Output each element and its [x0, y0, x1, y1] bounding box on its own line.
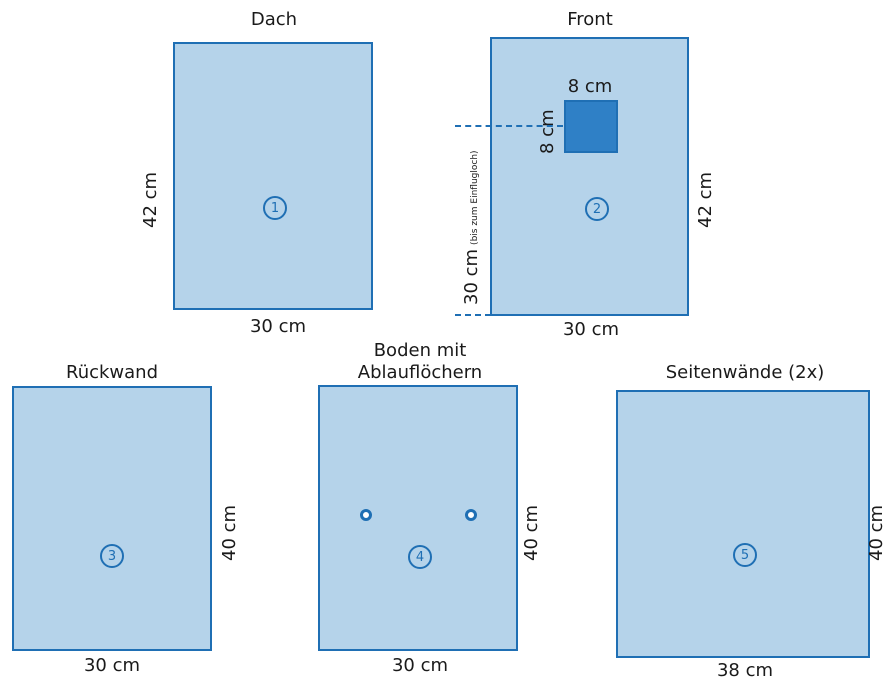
drain-hole-right — [465, 509, 477, 521]
front-width-label: 30 cm — [562, 319, 620, 340]
hole-distance-value: 30 cm — [461, 248, 482, 305]
front-number-badge: 2 — [585, 197, 609, 221]
drain-hole-left — [360, 509, 372, 521]
seitenwaende-panel: 5 — [616, 390, 870, 658]
seitenwaende-width-label: 38 cm — [716, 660, 774, 681]
boden-height-label: 40 cm — [521, 504, 542, 561]
entry-hole-height-label: 8 cm — [537, 109, 558, 154]
boden-title-line2: Ablauflöchern — [357, 361, 483, 383]
entry-hole-width-label: 8 cm — [567, 76, 613, 97]
boden-width-label: 30 cm — [391, 655, 449, 676]
rueckwand-panel: 3 — [12, 386, 212, 651]
dach-title: Dach — [250, 9, 298, 30]
boden-title-line1: Boden mit — [373, 340, 467, 361]
dach-number-badge: 1 — [263, 196, 287, 220]
dach-width-label: 30 cm — [249, 316, 307, 337]
boden-panel: 4 — [318, 385, 518, 651]
seitenwaende-title: Seitenwände (2x) — [665, 362, 825, 383]
hole-distance-note: (bis zum Einflugloch) — [470, 150, 480, 245]
front-panel: 2 — [490, 37, 689, 316]
boden-title: Boden mit Ablauflöchern — [358, 340, 482, 383]
rueckwand-width-label: 30 cm — [83, 655, 141, 676]
bottom-dashed-guide — [455, 314, 491, 316]
entry-hole — [564, 100, 618, 153]
rueckwand-height-label: 40 cm — [219, 504, 240, 561]
seitenwaende-height-label: 40 cm — [866, 504, 887, 561]
rueckwand-title: Rückwand — [65, 362, 159, 383]
dach-height-label: 42 cm — [140, 171, 161, 228]
front-title: Front — [567, 9, 613, 30]
front-height-label: 42 cm — [695, 171, 716, 228]
hole-distance-label: 30 cm (bis zum Einflugloch) — [461, 150, 482, 305]
dach-panel: 1 — [173, 42, 373, 310]
rueckwand-number-badge: 3 — [100, 544, 124, 568]
boden-number-badge: 4 — [408, 545, 432, 569]
seitenwaende-number-badge: 5 — [733, 543, 757, 567]
hole-dashed-guide — [455, 125, 563, 127]
